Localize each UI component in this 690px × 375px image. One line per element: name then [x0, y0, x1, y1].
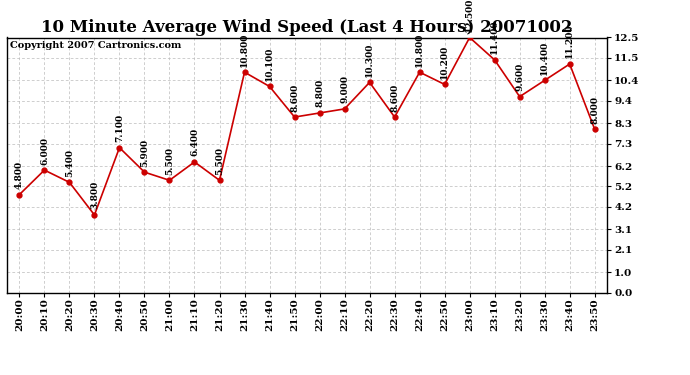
- Text: 4.800: 4.800: [15, 161, 24, 189]
- Text: 10.200: 10.200: [440, 45, 449, 79]
- Text: 5.900: 5.900: [140, 138, 149, 166]
- Text: 11.400: 11.400: [490, 20, 499, 54]
- Text: 3.800: 3.800: [90, 181, 99, 209]
- Text: Copyright 2007 Cartronics.com: Copyright 2007 Cartronics.com: [10, 41, 181, 50]
- Text: 12.500: 12.500: [465, 0, 474, 32]
- Text: 10.300: 10.300: [365, 42, 374, 77]
- Text: 5.500: 5.500: [165, 147, 174, 175]
- Text: 10.800: 10.800: [415, 32, 424, 67]
- Text: 5.400: 5.400: [65, 149, 74, 177]
- Text: 6.400: 6.400: [190, 128, 199, 156]
- Text: 11.200: 11.200: [565, 24, 574, 58]
- Text: 5.500: 5.500: [215, 147, 224, 175]
- Text: 10.100: 10.100: [265, 46, 274, 81]
- Text: 10.800: 10.800: [240, 32, 249, 67]
- Text: 8.600: 8.600: [390, 83, 399, 111]
- Text: 7.100: 7.100: [115, 114, 124, 142]
- Text: 8.600: 8.600: [290, 83, 299, 111]
- Text: 6.000: 6.000: [40, 136, 49, 165]
- Text: 8.800: 8.800: [315, 79, 324, 107]
- Title: 10 Minute Average Wind Speed (Last 4 Hours) 20071002: 10 Minute Average Wind Speed (Last 4 Hou…: [41, 19, 573, 36]
- Text: 10.400: 10.400: [540, 40, 549, 75]
- Text: 9.000: 9.000: [340, 75, 349, 104]
- Text: 8.000: 8.000: [590, 96, 599, 124]
- Text: 9.600: 9.600: [515, 63, 524, 91]
